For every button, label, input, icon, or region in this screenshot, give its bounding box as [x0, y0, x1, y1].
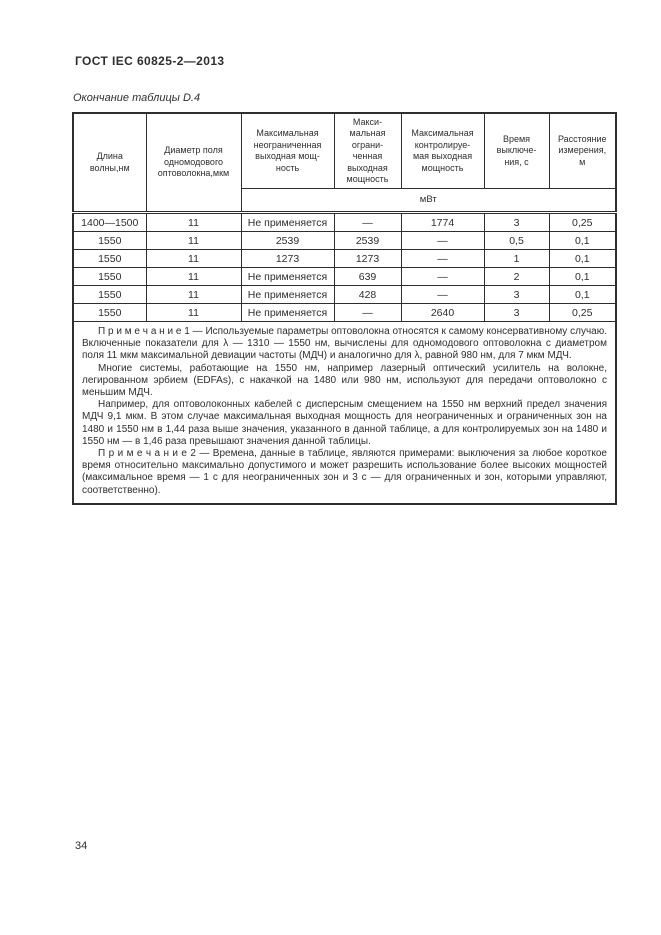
table-unit-row: мВт	[73, 188, 617, 214]
table-note-1-example: Например, для оптоволоконных кабелей с д…	[82, 399, 607, 447]
cell-switch-off-time: 3	[483, 285, 550, 304]
col-header-max-unrestricted-power: Максимальная неограниченная выходная мощ…	[240, 112, 335, 189]
header-line: ния, с	[504, 156, 529, 167]
header-line: ограни-	[351, 139, 384, 150]
header-line: м	[579, 156, 586, 167]
table-note-1-continuation: Многие системы, работающие на 1550 нм, н…	[82, 362, 607, 399]
cell-restricted-power: 2539	[333, 231, 402, 250]
cell-wavelength: 1550	[72, 303, 147, 322]
col-header-measurement-distance: Расстояние измерения, м	[548, 112, 617, 189]
header-line: мощность	[421, 162, 464, 173]
cell-fiber-diameter: 11	[145, 249, 242, 268]
cell-unrestricted-power: Не применяется	[240, 212, 335, 232]
cell-restricted-power: —	[333, 212, 402, 232]
table-row: 1400—1500 11 Не применяется — 1774 3 0,2…	[72, 212, 617, 232]
header-line: Длина	[96, 151, 123, 161]
cell-unrestricted-power: 1273	[240, 249, 335, 268]
cell-switch-off-time: 3	[483, 212, 550, 232]
cell-measurement-distance: 0,1	[548, 231, 617, 250]
cell-fiber-diameter: 11	[145, 267, 242, 286]
table-header-row: Длина волны,нм Диаметр поля одномодового…	[72, 112, 617, 214]
cell-restricted-power: —	[333, 303, 402, 322]
header-line: Диаметр поля	[164, 145, 223, 156]
document-title: ГОСТ IEC 60825-2—2013	[75, 54, 225, 68]
cell-controlled-power: —	[400, 267, 485, 286]
cell-switch-off-time: 0,5	[483, 231, 550, 250]
cell-wavelength: 1400—1500	[72, 212, 147, 232]
cell-restricted-power: 428	[333, 285, 402, 304]
cell-unrestricted-power: 2539	[240, 231, 335, 250]
cell-measurement-distance: 0,1	[548, 267, 617, 286]
header-line: выключе-	[496, 145, 537, 156]
header-line: Максимальная	[411, 128, 474, 138]
header-line: выходная мощ-	[255, 151, 320, 161]
header-line: мальная	[349, 128, 386, 138]
cell-unrestricted-power: Не применяется	[240, 303, 335, 322]
header-line: мощность	[346, 174, 389, 184]
cell-measurement-distance: 0,1	[548, 249, 617, 268]
table-row: 1550 11 1273 1273 — 1 0,1	[72, 249, 617, 268]
cell-controlled-power: 2640	[400, 303, 485, 322]
cell-wavelength: 1550	[72, 231, 147, 250]
cell-switch-off-time: 3	[483, 303, 550, 322]
header-line: оптоволокна,мкм	[157, 168, 230, 179]
header-line: ченная	[352, 151, 383, 161]
header-line: одномодового	[163, 156, 224, 167]
cell-wavelength: 1550	[72, 249, 147, 268]
header-line: Время	[502, 133, 531, 144]
header-line: Макси-	[352, 116, 383, 127]
cell-controlled-power: —	[400, 249, 485, 268]
table-note-1: П р и м е ч а н и е 1 — Используемые пар…	[82, 326, 607, 362]
cell-fiber-diameter: 11	[145, 231, 242, 250]
table-row: 1550 11 Не применяется 639 — 2 0,1	[72, 267, 617, 286]
table-d4: Длина волны,нм Диаметр поля одномодового…	[72, 112, 617, 505]
cell-controlled-power: —	[400, 285, 485, 304]
col-header-switch-off-time: Время выключе- ния, с	[483, 112, 550, 189]
col-header-max-controlled-power: Максимальная контролируе- мая выходная м…	[400, 112, 485, 189]
cell-measurement-distance: 0,1	[548, 285, 617, 304]
col-header-fiber-field-diameter: Диаметр поля одномодового оптоволокна,мк…	[145, 112, 242, 214]
cell-restricted-power: 639	[333, 267, 402, 286]
unit-label-mw: мВт	[240, 188, 617, 214]
table-row: 1550 11 Не применяется 428 — 3 0,1	[72, 285, 617, 304]
header-line: измерения,	[558, 145, 607, 156]
table-notes-row: П р и м е ч а н и е 1 — Используемые пар…	[72, 320, 617, 505]
cell-switch-off-time: 2	[483, 267, 550, 286]
header-line: ность	[275, 162, 300, 173]
cell-fiber-diameter: 11	[145, 303, 242, 322]
header-line: волны,нм	[89, 162, 130, 173]
cell-switch-off-time: 1	[483, 249, 550, 268]
cell-wavelength: 1550	[72, 267, 147, 286]
header-line: контролируе-	[414, 139, 471, 150]
col-header-wavelength: Длина волны,нм	[72, 112, 147, 214]
header-line: выходная	[347, 162, 388, 173]
page-number: 34	[75, 840, 88, 852]
cell-controlled-power: —	[400, 231, 485, 250]
col-header-max-restricted-power: Макси- мальная ограни- ченная выходная м…	[333, 112, 402, 189]
cell-controlled-power: 1774	[400, 212, 485, 232]
header-line: Максимальная	[256, 128, 319, 138]
cell-measurement-distance: 0,25	[548, 303, 617, 322]
table-notes-cell: П р и м е ч а н и е 1 — Используемые пар…	[72, 320, 617, 505]
table-caption: Окончание таблицы D.4	[73, 92, 201, 104]
cell-wavelength: 1550	[72, 285, 147, 304]
header-line: неограниченная	[253, 139, 322, 150]
header-line: Расстояние	[557, 133, 607, 144]
cell-fiber-diameter: 11	[145, 212, 242, 232]
cell-unrestricted-power: Не применяется	[240, 267, 335, 286]
table-note-2: П р и м е ч а н и е 2 — Времена, данные …	[82, 448, 607, 496]
cell-unrestricted-power: Не применяется	[240, 285, 335, 304]
cell-fiber-diameter: 11	[145, 285, 242, 304]
cell-restricted-power: 1273	[333, 249, 402, 268]
cell-measurement-distance: 0,25	[548, 212, 617, 232]
table-row: 1550 11 2539 2539 — 0,5 0,1	[72, 231, 617, 250]
header-line: мая выходная	[412, 151, 473, 161]
table-row: 1550 11 Не применяется — 2640 3 0,25	[72, 303, 617, 322]
